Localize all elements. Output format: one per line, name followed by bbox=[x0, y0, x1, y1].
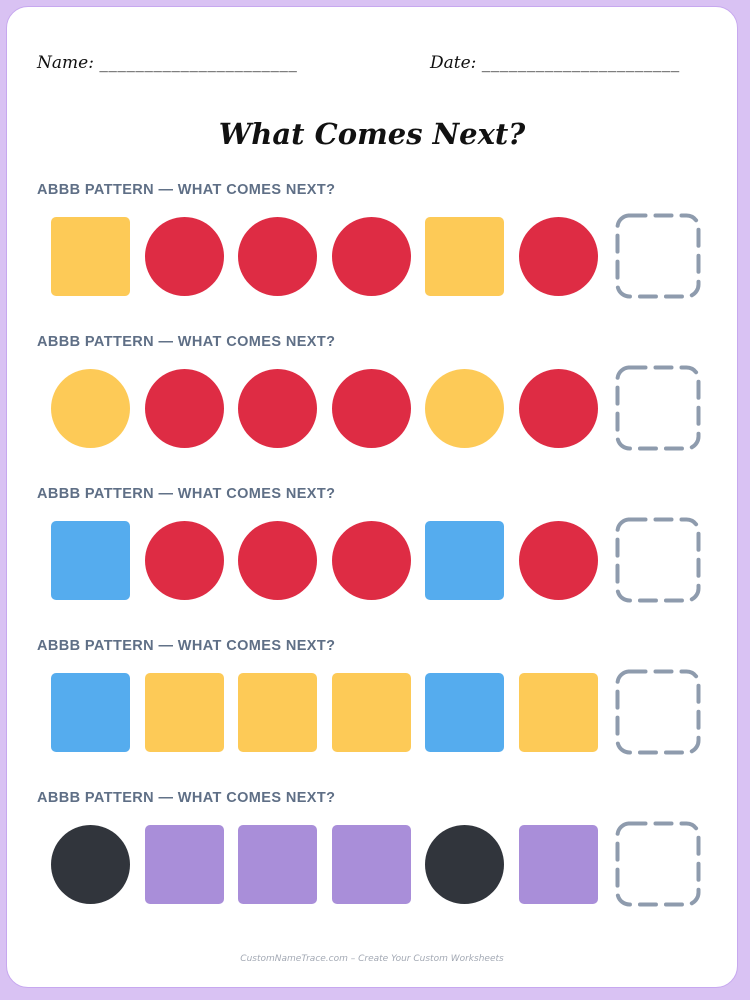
red-circle-shape bbox=[331, 217, 411, 296]
answer-box[interactable] bbox=[615, 213, 701, 299]
yellow-square-shape bbox=[238, 673, 317, 752]
yellow-square-shape bbox=[425, 217, 504, 296]
page-title: What Comes Next? bbox=[218, 117, 526, 151]
name-label: Name: bbox=[37, 53, 94, 73]
footer-credit: CustomNameTrace.com – Create Your Custom… bbox=[240, 954, 504, 964]
purple-square-shape bbox=[144, 825, 224, 904]
red-circle-shape bbox=[238, 217, 317, 296]
yellow-square-shape bbox=[51, 217, 130, 296]
answer-box[interactable] bbox=[615, 669, 701, 755]
name-field[interactable]: Name: ______________________ bbox=[37, 53, 297, 73]
blue-square-shape bbox=[51, 673, 130, 752]
red-circle-shape bbox=[518, 217, 598, 296]
red-circle-shape bbox=[144, 217, 224, 296]
red-circle-shape bbox=[331, 521, 411, 600]
purple-square-shape bbox=[238, 825, 317, 904]
pattern-label: ABBB PATTERN — WHAT COMES NEXT? bbox=[37, 182, 336, 198]
blue-square-shape bbox=[425, 521, 504, 600]
pattern-row bbox=[51, 821, 711, 907]
date-field[interactable]: Date: ______________________ bbox=[430, 53, 680, 73]
answer-box[interactable] bbox=[615, 517, 701, 603]
yellow-square-shape bbox=[144, 673, 224, 752]
purple-square-shape bbox=[518, 825, 598, 904]
red-circle-shape bbox=[144, 521, 224, 600]
yellow-square-shape bbox=[331, 673, 411, 752]
pattern-row bbox=[51, 669, 711, 755]
pattern-label: ABBB PATTERN — WHAT COMES NEXT? bbox=[37, 486, 336, 502]
black-circle-shape bbox=[51, 825, 130, 904]
red-circle-shape bbox=[518, 521, 598, 600]
yellow-circle-shape bbox=[425, 369, 504, 448]
yellow-circle-shape bbox=[51, 369, 130, 448]
pattern-row bbox=[51, 365, 711, 451]
answer-box[interactable] bbox=[615, 821, 701, 907]
red-circle-shape bbox=[238, 521, 317, 600]
name-line[interactable]: ______________________ bbox=[99, 53, 298, 73]
blue-square-shape bbox=[51, 521, 130, 600]
pattern-row bbox=[51, 517, 711, 603]
answer-box[interactable] bbox=[615, 365, 701, 451]
yellow-square-shape bbox=[518, 673, 598, 752]
pattern-label: ABBB PATTERN — WHAT COMES NEXT? bbox=[37, 638, 336, 654]
black-circle-shape bbox=[425, 825, 504, 904]
date-line[interactable]: ______________________ bbox=[481, 53, 680, 73]
red-circle-shape bbox=[518, 369, 598, 448]
purple-square-shape bbox=[331, 825, 411, 904]
red-circle-shape bbox=[144, 369, 224, 448]
pattern-label: ABBB PATTERN — WHAT COMES NEXT? bbox=[37, 334, 336, 350]
worksheet-page: Name: ______________________ Date: _____… bbox=[6, 6, 738, 988]
pattern-label: ABBB PATTERN — WHAT COMES NEXT? bbox=[37, 790, 336, 806]
blue-square-shape bbox=[425, 673, 504, 752]
red-circle-shape bbox=[331, 369, 411, 448]
red-circle-shape bbox=[238, 369, 317, 448]
pattern-row bbox=[51, 213, 711, 299]
date-label: Date: bbox=[430, 53, 477, 73]
